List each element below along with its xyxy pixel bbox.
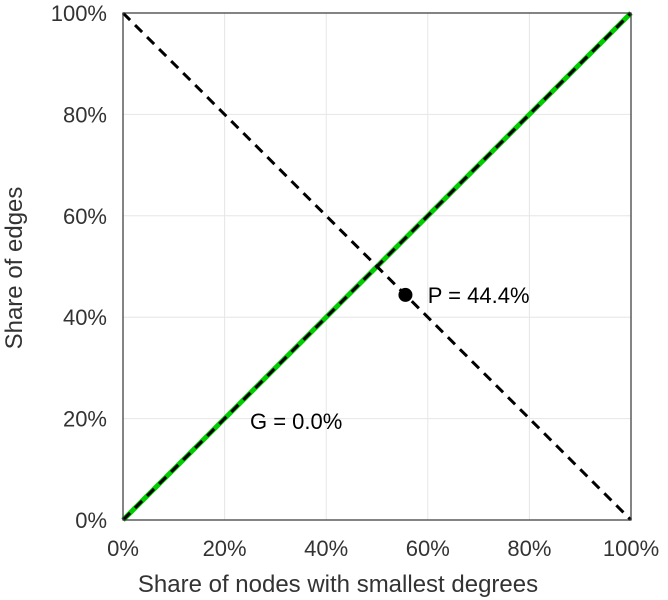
y-axis-label: Share of edges: [1, 187, 28, 350]
y-tick-label: 0%: [75, 508, 107, 533]
y-tick-label: 40%: [63, 305, 107, 330]
y-tick-label: 80%: [63, 102, 107, 127]
marks-layer: P = 44.4% G = 0.0%: [250, 283, 530, 434]
p-point: [398, 287, 413, 302]
series-layer: [121, 11, 633, 522]
x-tick-label: 80%: [507, 536, 551, 561]
grid: [123, 13, 631, 520]
x-tick-label: 100%: [603, 536, 659, 561]
plot-frame: [122, 12, 632, 521]
dashed-line-2: [121, 11, 633, 522]
x-ticks: 0% 20% 40% 60% 80% 100%: [107, 536, 659, 561]
y-tick-label: 60%: [63, 204, 107, 229]
x-tick-label: 60%: [406, 536, 450, 561]
x-tick-label: 40%: [304, 536, 348, 561]
y-ticks: 0% 20% 40% 60% 80% 100%: [51, 1, 107, 533]
annotation-1: G = 0.0%: [250, 409, 342, 434]
y-tick-label: 20%: [63, 407, 107, 432]
y-tick-label: 100%: [51, 1, 107, 26]
x-tick-label: 20%: [203, 536, 247, 561]
x-axis-label: Share of nodes with smallest degrees: [138, 571, 538, 598]
x-tick-label: 0%: [107, 536, 139, 561]
annotation-0: P = 44.4%: [428, 283, 530, 308]
